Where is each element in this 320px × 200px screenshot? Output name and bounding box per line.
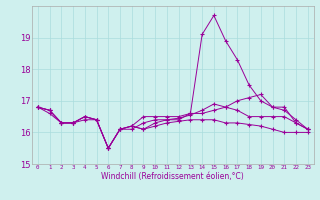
X-axis label: Windchill (Refroidissement éolien,°C): Windchill (Refroidissement éolien,°C) [101,172,244,181]
